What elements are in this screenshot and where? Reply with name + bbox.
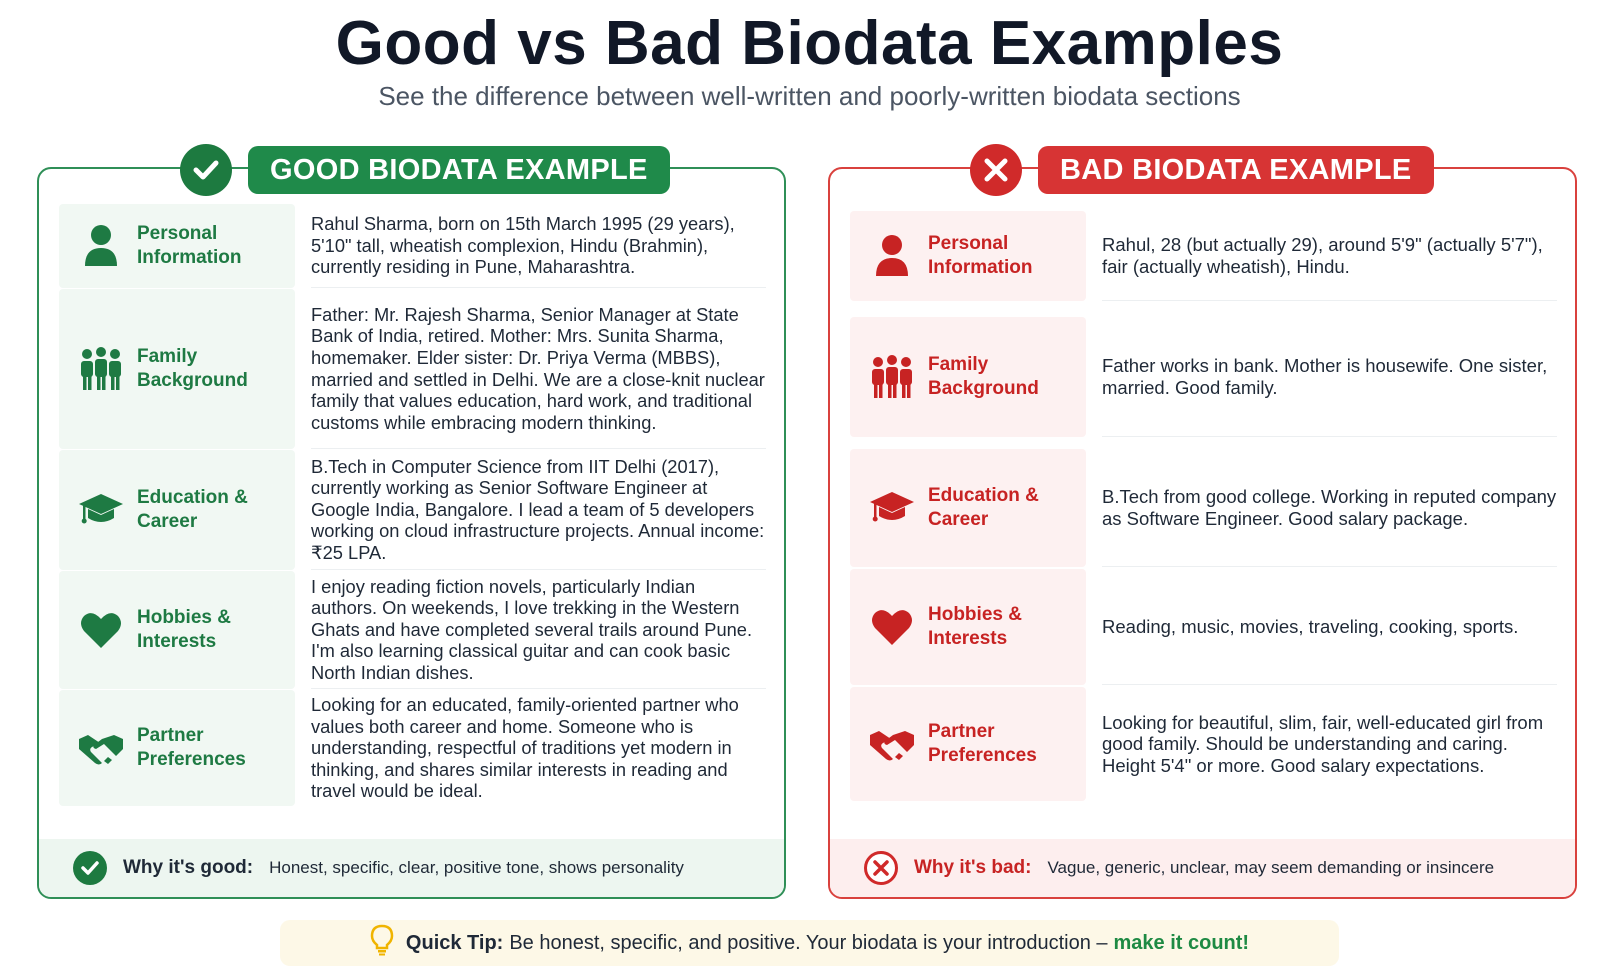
why-good-label: Why it's good: [123, 857, 254, 878]
good-partner-text: Looking for an educated, family-oriented… [311, 694, 739, 802]
check-icon [180, 144, 232, 196]
category-cell: Family Background [850, 317, 1086, 437]
category-label: Hobbies & Interests [928, 604, 1022, 649]
good-badge: GOOD BIODATA EXAMPLE [180, 143, 670, 197]
bad-personal-text: Rahul, 28 (but actually 29), around 5'9"… [1102, 211, 1557, 301]
good-row-education: Education & Career B.Tech in Computer Sc… [39, 450, 784, 570]
quick-tip-label: Quick Tip: [405, 931, 504, 954]
why-good-bar: Why it's good: Honest, specific, clear, … [39, 839, 784, 897]
bad-hobbies-text: Reading, music, movies, traveling, cooki… [1102, 569, 1557, 685]
good-family-text: Father: Mr. Rajesh Sharma, Senior Manage… [311, 289, 766, 449]
bad-badge: BAD BIODATA EXAMPLE [970, 143, 1434, 197]
heart-icon [862, 608, 922, 646]
bad-example-panel: Personal Information Rahul, 28 (but actu… [828, 167, 1577, 899]
quick-tip-bar: Quick Tip: Be honest, specific, and posi… [280, 920, 1339, 966]
category-cell: Partner Preferences [850, 687, 1086, 801]
category-cell: Education & Career [850, 449, 1086, 567]
category-cell: Family Background [59, 289, 295, 449]
lightbulb-icon [370, 924, 394, 962]
category-label: Partner Preferences [928, 721, 1037, 766]
graduation-cap-icon [862, 490, 922, 526]
quick-tip-text: Be honest, specific, and positive. Your … [509, 931, 1108, 954]
bad-row-education: Education & Career B.Tech from good coll… [830, 449, 1575, 567]
bad-row-family: Family Background Father works in bank. … [830, 317, 1575, 437]
bad-family-text: Father works in bank. Mother is housewif… [1102, 317, 1557, 437]
category-cell: Education & Career [59, 450, 295, 570]
good-badge-label: GOOD BIODATA EXAMPLE [248, 146, 670, 194]
good-hobbies-text: I enjoy reading fiction novels, particul… [311, 571, 766, 689]
category-cell: Hobbies & Interests [59, 571, 295, 689]
x-circle-icon [864, 851, 898, 885]
good-personal-text: Rahul Sharma, born on 15th March 1995 (2… [311, 204, 766, 288]
good-row-hobbies: Hobbies & Interests I enjoy reading fict… [39, 571, 784, 689]
category-label: Family Background [928, 354, 1039, 399]
bad-row-hobbies: Hobbies & Interests Reading, music, movi… [830, 569, 1575, 685]
page-subtitle: See the difference between well-written … [378, 81, 1241, 111]
category-label: Partner Preferences [137, 725, 246, 770]
quick-tip-emphasis: make it count! [1113, 931, 1250, 954]
heart-icon [71, 611, 131, 649]
category-label: Education & Career [928, 485, 1039, 530]
handshake-icon [71, 731, 131, 765]
check-circle-icon [73, 851, 107, 885]
family-icon [71, 347, 131, 391]
category-label: Family Background [137, 346, 248, 391]
handshake-icon [862, 727, 922, 761]
good-row-family: Family Background Father: Mr. Rajesh Sha… [39, 289, 784, 449]
bad-row-partner: Partner Preferences Looking for beautifu… [830, 687, 1575, 801]
good-row-partner: Partner Preferences Looking for an educa… [39, 690, 784, 806]
category-label: Education & Career [137, 487, 248, 532]
category-cell: Personal Information [850, 211, 1086, 301]
bad-education-text: B.Tech from good college. Working in rep… [1102, 449, 1557, 567]
person-icon [71, 224, 131, 268]
why-good-text: Honest, specific, clear, positive tone, … [269, 858, 684, 877]
bad-partner-text: Looking for beautiful, slim, fair, well-… [1102, 711, 1544, 776]
why-bad-label: Why it's bad: [914, 857, 1032, 878]
category-label: Hobbies & Interests [137, 607, 231, 652]
bad-badge-label: BAD BIODATA EXAMPLE [1038, 146, 1434, 194]
why-bad-bar: Why it's bad: Vague, generic, unclear, m… [830, 839, 1575, 897]
graduation-cap-icon [71, 492, 131, 528]
why-bad-text: Vague, generic, unclear, may seem demand… [1047, 858, 1495, 877]
bad-row-personal: Personal Information Rahul, 28 (but actu… [830, 211, 1575, 301]
person-icon [862, 234, 922, 278]
family-icon [862, 355, 922, 399]
x-icon [970, 144, 1022, 196]
good-education-text: B.Tech in Computer Science from IIT Delh… [311, 450, 766, 570]
category-cell: Personal Information [59, 204, 295, 288]
good-row-personal: Personal Information Rahul Sharma, born … [39, 204, 784, 288]
good-example-panel: Personal Information Rahul Sharma, born … [37, 167, 786, 899]
category-cell: Partner Preferences [59, 690, 295, 806]
category-cell: Hobbies & Interests [850, 569, 1086, 685]
category-label: Personal Information [928, 233, 1033, 278]
page-title: Good vs Bad Biodata Examples [335, 9, 1284, 78]
category-label: Personal Information [137, 223, 242, 268]
